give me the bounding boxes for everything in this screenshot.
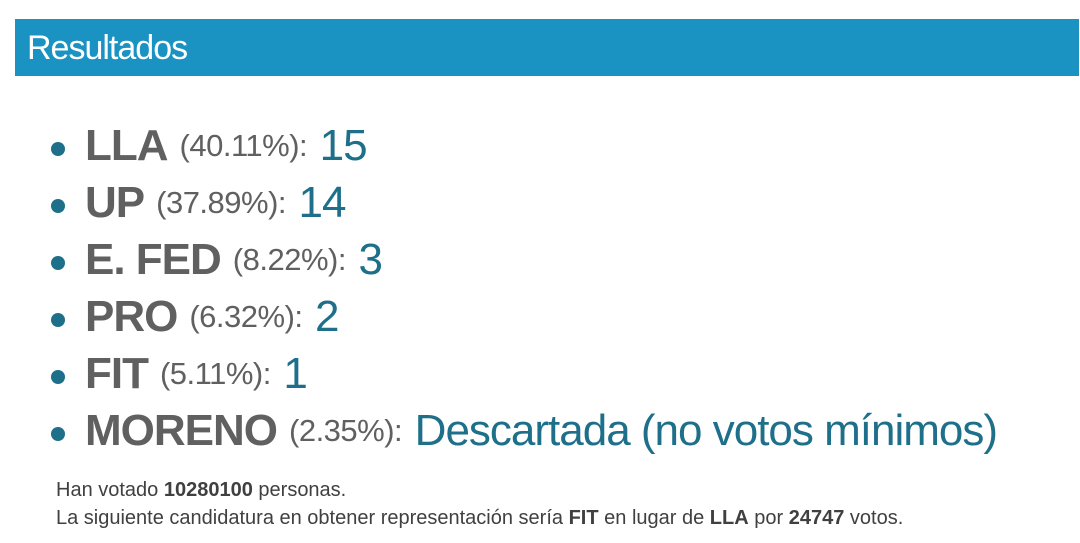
party-seats: Descartada (no votos mínimos) — [414, 405, 998, 455]
vote-margin: 24747 — [788, 507, 845, 529]
party-name: MORENO — [85, 405, 278, 455]
party-name: PRO — [85, 291, 178, 341]
replaced-party: LLA — [709, 507, 749, 529]
party-seats: 2 — [315, 291, 340, 341]
party-percentage: (2.35%) — [289, 412, 395, 448]
party-name: UP — [85, 177, 145, 227]
bullet-icon — [51, 426, 65, 441]
result-item-up: UP (37.89%): 14 — [0, 174, 1080, 231]
party-percentage: (37.89%) — [156, 184, 278, 220]
results-list: LLA (40.11%): 15 UP (37.89%): 14 E. FED … — [0, 117, 1080, 459]
results-header: Resultados — [15, 19, 1079, 76]
party-name: LLA — [85, 120, 169, 170]
next-candidate-line: La siguiente candidatura en obtener repr… — [56, 507, 904, 529]
bullet-icon — [51, 312, 65, 327]
result-item-efed: E. FED (8.22%): 3 — [0, 231, 1080, 288]
voters-count: 10280100 — [163, 479, 253, 501]
voters-line: Han votado 10280100 personas. — [56, 479, 347, 501]
result-item-lla: LLA (40.11%): 15 — [0, 117, 1080, 174]
results-summary: Han votado 10280100 personas. La siguien… — [56, 476, 903, 532]
party-seats: 14 — [298, 177, 347, 227]
result-item-fit: FIT (5.11%): 1 — [0, 345, 1080, 402]
party-seats: 1 — [283, 348, 308, 398]
party-seats: 15 — [319, 120, 368, 170]
bullet-icon — [51, 369, 65, 384]
party-percentage: (5.11%) — [159, 355, 263, 391]
result-item-pro: PRO (6.32%): 2 — [0, 288, 1080, 345]
bullet-icon — [51, 198, 65, 213]
results-title: Resultados — [27, 28, 188, 67]
bullet-icon — [51, 255, 65, 270]
party-name: E. FED — [85, 234, 222, 284]
party-seats: 3 — [358, 234, 383, 284]
next-party: FIT — [568, 507, 599, 529]
party-percentage: (8.22%) — [232, 241, 339, 277]
result-item-moreno: MORENO (2.35%): Descartada (no votos mín… — [0, 402, 1080, 459]
party-percentage: (6.32%) — [189, 298, 295, 334]
party-name: FIT — [85, 348, 149, 398]
bullet-icon — [51, 141, 65, 156]
party-percentage: (40.11%) — [179, 127, 300, 163]
